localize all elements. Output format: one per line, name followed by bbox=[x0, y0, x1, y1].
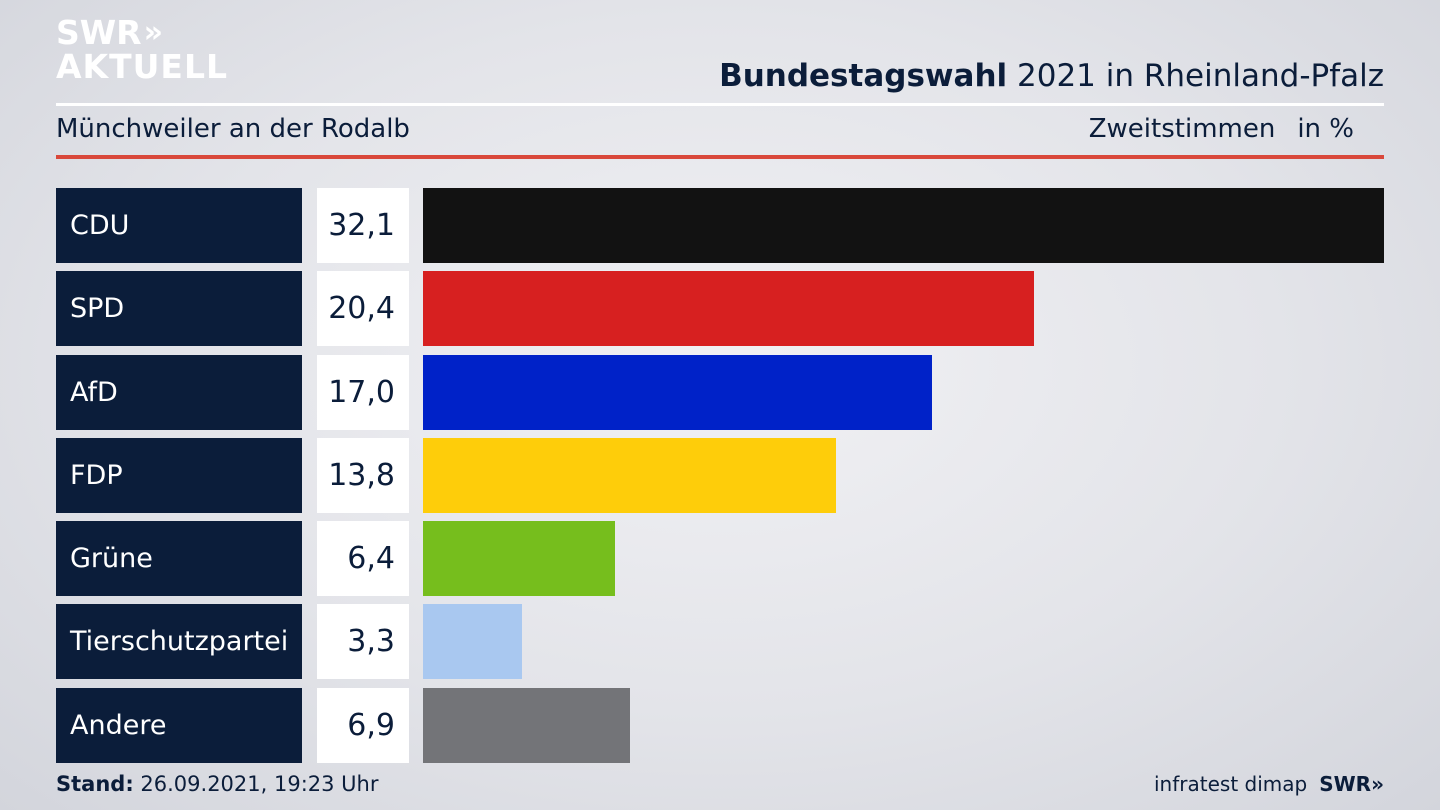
bar-fdp bbox=[423, 437, 836, 513]
swr-brand-logo: SWR» bbox=[1319, 772, 1384, 796]
chart-row: CDU 32,1 bbox=[56, 188, 1384, 263]
chart-row: SPD 20,4 bbox=[56, 271, 1384, 347]
measure-label: Zweitstimmen in % bbox=[1089, 114, 1354, 144]
party-label: CDU bbox=[56, 188, 302, 263]
value-label: 17,0 bbox=[317, 354, 409, 430]
bar-tierschutzpartei bbox=[423, 604, 522, 680]
value-label: 13,8 bbox=[317, 437, 409, 513]
chart-row: Tierschutzpartei 3,3 bbox=[56, 604, 1384, 680]
timestamp: Stand: 26.09.2021, 19:23 Uhr bbox=[56, 772, 379, 796]
chart-row: Andere 6,9 bbox=[56, 687, 1384, 763]
stand-label: Stand: bbox=[56, 772, 134, 796]
title-bold: Bundestagswahl bbox=[719, 58, 1008, 94]
value-label: 32,1 bbox=[317, 188, 409, 263]
logo-swr-text: SWR bbox=[56, 13, 142, 52]
bar-afd bbox=[423, 354, 932, 430]
party-label: Grüne bbox=[56, 521, 302, 597]
header-divider bbox=[56, 103, 1384, 106]
bar-spd bbox=[423, 271, 1034, 347]
party-label: FDP bbox=[56, 437, 302, 513]
chart-row: Grüne 6,4 bbox=[56, 521, 1384, 597]
bar-cdu bbox=[423, 188, 1384, 263]
unit-label: in % bbox=[1297, 114, 1354, 144]
bar-chart: CDU 32,1 SPD 20,4 AfD 17,0 FDP 13,8 Grüne 6,4 Tier… bbox=[56, 188, 1384, 771]
title-rest: 2021 in Rheinland-Pfalz bbox=[1007, 58, 1384, 94]
swr-aktuell-logo: SWR» AKTUELL bbox=[56, 16, 228, 84]
value-label: 3,3 bbox=[317, 604, 409, 680]
stand-value: 26.09.2021, 19:23 Uhr bbox=[133, 772, 379, 796]
bar-andere bbox=[423, 687, 630, 763]
party-label: Andere bbox=[56, 687, 302, 763]
party-label: Tierschutzpartei bbox=[56, 604, 302, 680]
logo-chevron-icon: » bbox=[143, 15, 164, 50]
source-credit: infratest dimap SWR» bbox=[1154, 772, 1384, 796]
chart-title: Bundestagswahl 2021 in Rheinland-Pfalz bbox=[719, 58, 1384, 94]
chart-subtitle: Münchweiler an der Rodalb bbox=[56, 114, 410, 144]
party-label: AfD bbox=[56, 354, 302, 430]
subtitle-divider bbox=[56, 155, 1384, 159]
source-label: infratest dimap bbox=[1154, 772, 1308, 796]
value-label: 6,4 bbox=[317, 521, 409, 597]
value-label: 6,9 bbox=[317, 687, 409, 763]
measure-text: Zweitstimmen bbox=[1088, 114, 1276, 144]
logo-aktuell-text: AKTUELL bbox=[56, 47, 229, 86]
bar-gr-ne bbox=[423, 521, 615, 597]
party-label: SPD bbox=[56, 271, 302, 347]
chart-row: AfD 17,0 bbox=[56, 354, 1384, 430]
chart-row: FDP 13,8 bbox=[56, 437, 1384, 513]
value-label: 20,4 bbox=[317, 271, 409, 347]
